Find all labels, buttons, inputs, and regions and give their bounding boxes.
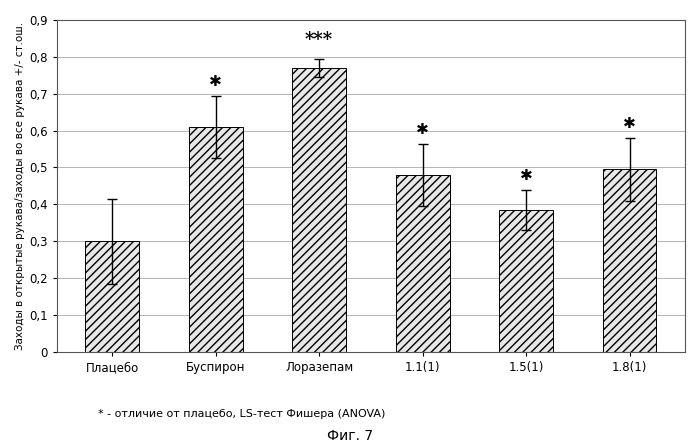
Bar	[499, 210, 553, 352]
Text: * - отличие от плацебо, LS-тест Фишера (ANOVA): * - отличие от плацебо, LS-тест Фишера (…	[98, 409, 386, 419]
Bar	[189, 127, 243, 352]
Text: ✱: ✱	[519, 168, 533, 183]
Text: Фиг. 7: Фиг. 7	[327, 429, 373, 443]
Text: ✱: ✱	[209, 74, 222, 89]
Bar	[395, 175, 449, 352]
Text: ✱: ✱	[623, 116, 636, 131]
Text: ✱: ✱	[416, 122, 429, 137]
Bar	[85, 241, 139, 352]
Bar	[293, 68, 346, 352]
Bar	[603, 169, 657, 352]
Y-axis label: Заходы в открытые рукава/заходы во все рукава +/- ст.ош.: Заходы в открытые рукава/заходы во все р…	[15, 22, 25, 350]
Text: ***: ***	[305, 31, 333, 50]
